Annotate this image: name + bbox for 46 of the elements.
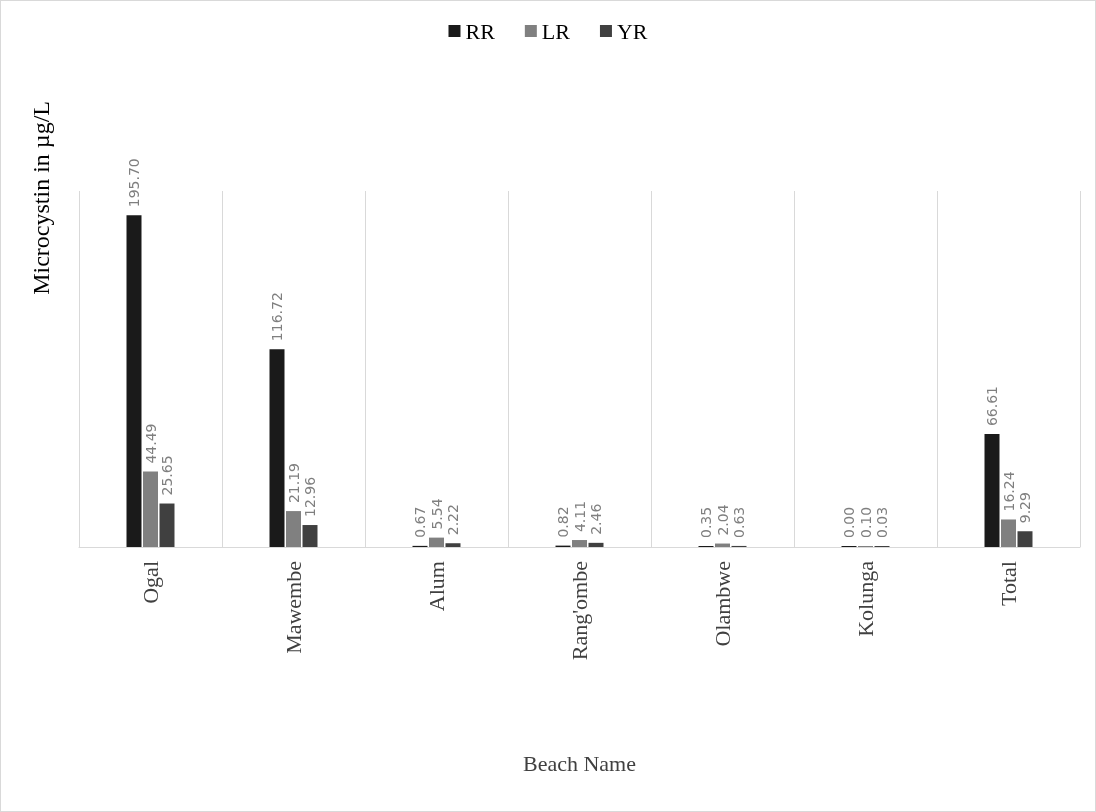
x-tick-label: Alum	[424, 561, 449, 612]
data-label: 195.70	[126, 158, 142, 208]
x-tick-label: Total	[996, 561, 1021, 606]
bar	[1001, 519, 1016, 547]
data-label: 2.04	[714, 504, 731, 536]
bar	[159, 503, 175, 547]
data-label: 0.67	[412, 506, 428, 538]
data-label: 16.24	[1000, 471, 1017, 512]
x-axis-title: Beach Name	[523, 750, 636, 776]
data-label: 116.72	[269, 292, 285, 342]
bar	[143, 471, 158, 547]
data-label: 0.82	[555, 506, 571, 538]
data-label: 0.10	[857, 506, 874, 538]
data-label: 4.11	[571, 500, 588, 533]
data-label: 2.46	[588, 503, 604, 535]
data-label: 21.19	[285, 462, 302, 504]
data-label: 0.00	[841, 506, 857, 538]
data-label: 2.22	[445, 504, 461, 536]
bar	[588, 542, 604, 547]
data-label: 44.49	[142, 423, 159, 464]
x-tick-label: Olambwe	[710, 561, 735, 647]
bar	[429, 537, 444, 547]
data-label: 0.35	[698, 506, 714, 538]
bar	[1017, 531, 1033, 547]
data-label: 5.54	[428, 498, 445, 530]
legend-label: RR	[465, 18, 496, 44]
bar	[302, 525, 318, 547]
data-label: 0.03	[874, 506, 890, 538]
bar	[286, 511, 301, 547]
data-label: 25.65	[159, 455, 175, 496]
legend-label: YR	[616, 18, 648, 44]
data-label: 9.29	[1017, 492, 1033, 524]
bar	[984, 434, 1000, 547]
data-label: 66.61	[984, 385, 1000, 427]
data-label: 12.96	[302, 476, 318, 518]
data-label: 0.63	[731, 506, 747, 538]
bar	[269, 349, 285, 547]
x-tick-label: Kolunga	[853, 560, 878, 637]
y-axis-title: Microcystin in µg/L	[28, 100, 54, 295]
bar	[572, 540, 587, 547]
bar	[445, 543, 461, 547]
x-tick-label: Rang'ombe	[567, 561, 592, 661]
bar	[126, 215, 142, 547]
x-tick-label: Mawembe	[281, 561, 306, 654]
x-tick-label: Ogal	[138, 561, 163, 604]
legend-label: LR	[541, 18, 571, 44]
